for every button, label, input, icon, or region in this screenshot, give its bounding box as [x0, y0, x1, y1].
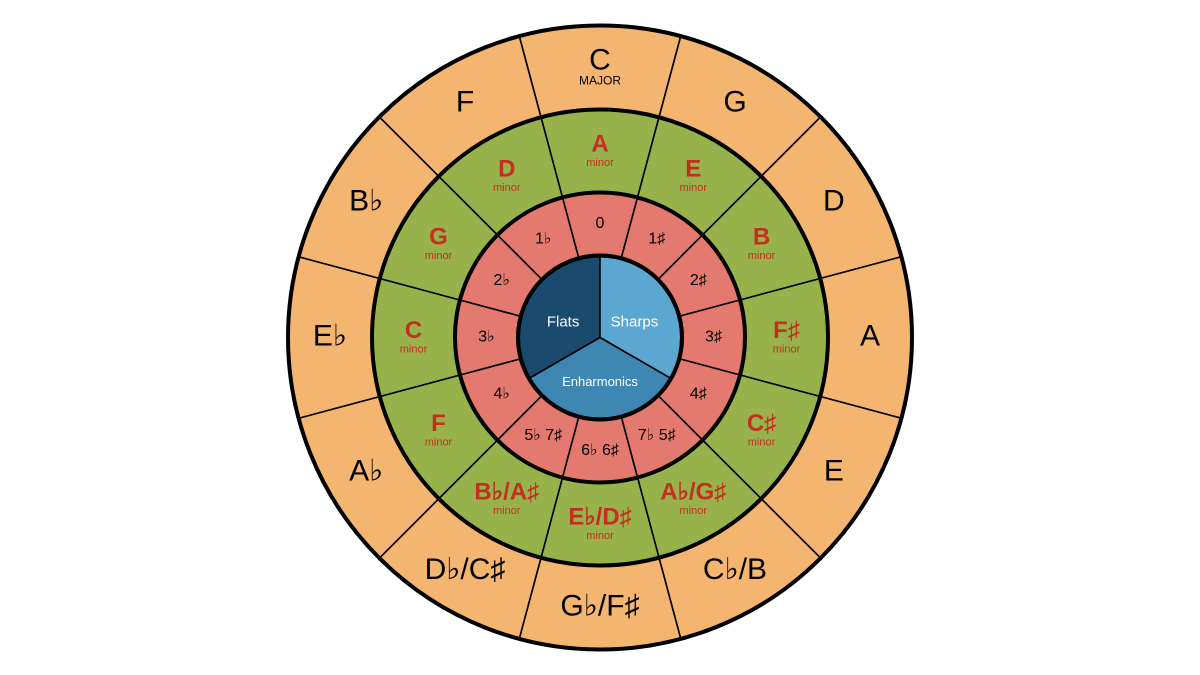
center-flats-label: Flats [547, 314, 580, 331]
accidental-count-label: 1♭ [535, 230, 551, 247]
minor-key-label: F [431, 410, 446, 437]
minor-sub-label: minor [400, 343, 428, 355]
accidental-count-label: 5♭ 7♯ [524, 427, 562, 444]
circle-of-fifths-diagram: CMAJORAminor0GEminor1♯DBminor2♯AF♯minor3… [0, 0, 1200, 675]
minor-key-label: F♯ [773, 317, 800, 344]
accidental-count-label: 1♯ [648, 230, 665, 247]
minor-sub-label: minor [748, 250, 776, 262]
minor-key-label: B♭/A♯ [474, 478, 539, 505]
accidental-count-label: 2♭ [493, 272, 509, 289]
minor-sub-label: minor [493, 182, 521, 194]
minor-sub-label: minor [586, 530, 614, 542]
minor-sub-label: minor [586, 157, 614, 169]
accidental-count-label: 3♭ [478, 329, 494, 346]
accidental-count-label: 4♭ [493, 385, 509, 402]
major-key-label: E [824, 454, 844, 487]
minor-sub-label: minor [679, 182, 707, 194]
minor-key-label: C♯ [747, 410, 776, 437]
minor-sub-label: minor [748, 437, 776, 449]
major-key-label: A♭ [349, 454, 383, 487]
accidental-count-label: 3♯ [705, 329, 722, 346]
center-sharps-label: Sharps [611, 314, 659, 331]
major-key-label: B♭ [349, 184, 383, 217]
minor-sub-label: minor [773, 343, 801, 355]
minor-key-label: D [498, 155, 515, 182]
accidental-count-label: 6♭ 6♯ [581, 442, 619, 459]
minor-key-label: A♭/G♯ [660, 478, 726, 505]
major-key-label: D [823, 184, 845, 217]
major-key-label: F [456, 86, 474, 119]
minor-sub-label: minor [425, 437, 453, 449]
major-key-label: G♭/F♯ [560, 589, 639, 622]
center-enharmonics-label: Enharmonics [562, 374, 638, 389]
major-key-label: A [860, 319, 880, 352]
major-key-label: G [723, 86, 746, 119]
accidental-count-label: 4♯ [690, 385, 707, 402]
minor-sub-label: minor [679, 505, 707, 517]
minor-key-label: B [753, 224, 770, 251]
minor-key-label: E [685, 155, 701, 182]
accidental-count-label: 7♭ 5♯ [638, 427, 676, 444]
minor-sub-label: minor [493, 505, 521, 517]
minor-key-label: G [429, 224, 448, 251]
major-key-label: E♭ [313, 319, 347, 352]
accidental-count-label: 0 [596, 215, 605, 232]
major-sub-label: MAJOR [579, 74, 621, 88]
minor-key-label: E♭/D♯ [568, 503, 631, 530]
major-key-label: C [589, 43, 611, 76]
major-key-label: C♭/B [703, 553, 767, 586]
major-key-label: D♭/C♯ [425, 553, 506, 586]
accidental-count-label: 2♯ [690, 272, 707, 289]
minor-sub-label: minor [425, 250, 453, 262]
minor-key-label: A [591, 130, 608, 157]
minor-key-label: C [405, 317, 422, 344]
